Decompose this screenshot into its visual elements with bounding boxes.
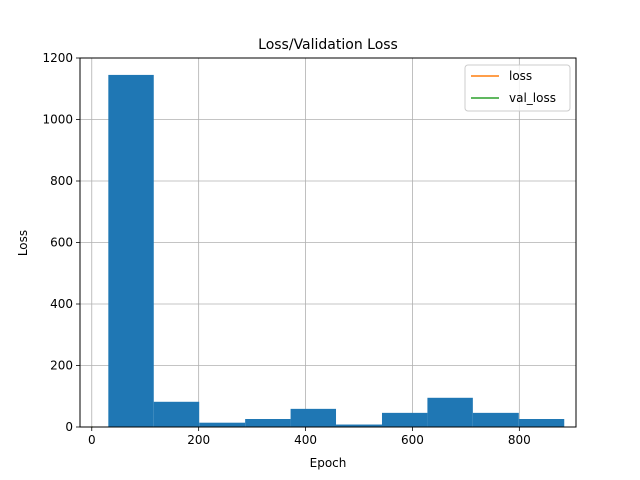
y-tick-label: 0	[65, 420, 73, 434]
x-tick-label: 400	[294, 433, 317, 447]
y-tick-label: 600	[50, 236, 73, 250]
histogram-bar-5	[336, 424, 382, 427]
histogram-bar-9	[518, 419, 565, 427]
x-axis-label: Epoch	[310, 456, 347, 470]
histogram-bar-4	[290, 408, 337, 427]
chart-title: Loss/Validation Loss	[258, 37, 398, 53]
histogram-bars	[108, 74, 565, 427]
x-tick-label: 600	[401, 433, 424, 447]
y-axis-ticks: 0 200 400 600 800 1000 1200	[42, 51, 80, 434]
x-axis-ticks: 0 200 400 600 800	[88, 427, 531, 447]
y-tick-label: 400	[50, 297, 73, 311]
histogram-bar-6	[381, 412, 428, 427]
histogram-bar-0	[108, 74, 154, 427]
x-tick-label: 200	[187, 433, 210, 447]
histogram-bar-2	[199, 422, 246, 427]
y-tick-label: 200	[50, 359, 73, 373]
histogram-bar-8	[472, 412, 519, 427]
legend-val-loss-label: val_loss	[509, 91, 556, 105]
y-tick-label: 1000	[42, 113, 73, 127]
legend-loss-label: loss	[509, 69, 532, 83]
y-axis-label: Loss	[16, 230, 30, 256]
y-tick-label: 800	[50, 174, 73, 188]
histogram-bar-7	[427, 397, 473, 427]
x-tick-label: 800	[508, 433, 531, 447]
legend: loss val_loss	[464, 64, 571, 112]
y-tick-label: 1200	[42, 51, 73, 65]
histogram-bar-1	[153, 401, 200, 427]
x-tick-label: 0	[88, 433, 96, 447]
histogram-bar-3	[245, 419, 291, 427]
